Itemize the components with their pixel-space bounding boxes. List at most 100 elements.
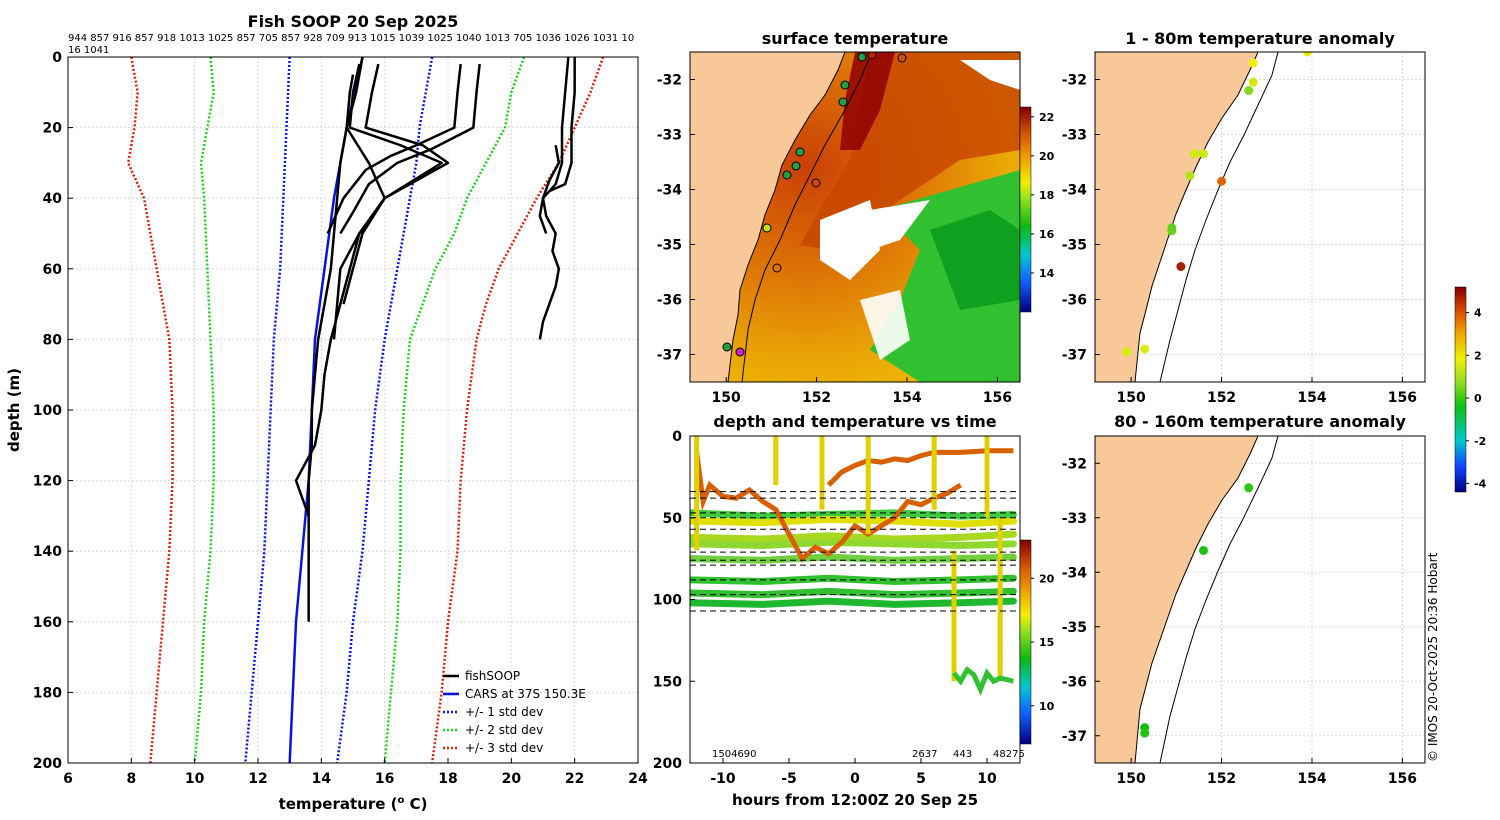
x-tick-label: 150 bbox=[1117, 390, 1146, 406]
anom1-title: 1 - 80m temperature anomaly bbox=[1125, 29, 1395, 48]
anom1-panel: 1 - 80m temperature anomaly 150 152 154 156… bbox=[1062, 29, 1426, 406]
colorbar-tick-label: 20 bbox=[1039, 572, 1055, 585]
coastline bbox=[1134, 52, 1259, 382]
y-tick-label: -37 bbox=[657, 348, 682, 364]
anomaly-point bbox=[1140, 344, 1150, 354]
y-tick-label: -32 bbox=[1062, 73, 1087, 89]
coastline bbox=[727, 52, 846, 382]
x-tick-label: 152 bbox=[1207, 390, 1236, 406]
x-tick-label: 150 bbox=[712, 390, 741, 406]
x-tick-label: 154 bbox=[1297, 771, 1326, 787]
anomaly-point bbox=[1176, 262, 1186, 271]
x-tick-label: 10 bbox=[977, 771, 997, 787]
anomaly-colorbar bbox=[1454, 286, 1467, 493]
profile-series bbox=[126, 57, 605, 763]
x-tick-label: 156 bbox=[983, 390, 1012, 406]
y-tick-label: 0 bbox=[52, 50, 62, 66]
sst-ticks: 150 152 154 156 -32 -33 -34 -35 -36 -37 bbox=[657, 73, 1012, 407]
x-tick-label: 20 bbox=[502, 771, 522, 787]
profile-ylabel: depth (m) bbox=[5, 368, 23, 452]
anom1-map bbox=[1095, 52, 1312, 382]
y-tick-label: -34 bbox=[1062, 565, 1088, 581]
anomaly-point bbox=[1302, 52, 1312, 57]
x-tick-label: 12 bbox=[248, 771, 267, 787]
colorbar-tick-label: -4 bbox=[1474, 477, 1487, 490]
depthtime-title: depth and temperature vs time bbox=[713, 412, 996, 431]
x-tick-label: 24 bbox=[628, 771, 648, 787]
x-tick-label: 22 bbox=[565, 771, 584, 787]
depthtime-panel: depth and temperature vs time -10 -5 0 5 100… bbox=[653, 412, 1055, 809]
cloud-mask bbox=[870, 200, 930, 250]
y-tick-label: 200 bbox=[653, 756, 682, 772]
hot-core-region bbox=[840, 52, 895, 150]
y-tick-label: -32 bbox=[657, 73, 682, 89]
anomaly-point bbox=[1185, 171, 1195, 181]
y-tick-label: -34 bbox=[657, 183, 683, 199]
x-tick-label: -5 bbox=[781, 771, 797, 787]
y-tick-label: 50 bbox=[663, 511, 683, 527]
x-tick-label: 154 bbox=[1297, 390, 1326, 406]
colorbar-tick-label: 18 bbox=[1039, 189, 1054, 202]
profile-top-labels-2: 16 1041 bbox=[68, 45, 109, 56]
shelf-contour bbox=[741, 52, 873, 382]
colorbar-tick-label: 10 bbox=[1039, 700, 1055, 713]
y-tick-label: -34 bbox=[1062, 183, 1088, 199]
y-tick-label: -33 bbox=[1062, 511, 1087, 527]
x-tick-label: 152 bbox=[802, 390, 831, 406]
cold-water-region bbox=[930, 210, 1020, 310]
depth-track bbox=[694, 452, 962, 563]
legend-item-cars: CARS at 37S 150.3E bbox=[465, 687, 586, 701]
anom2-panel: 80 - 160m temperature anomaly 150 152 154 1… bbox=[1062, 412, 1426, 787]
legend-item-1std: +/- 1 std dev bbox=[465, 705, 543, 719]
y-tick-label: 120 bbox=[33, 474, 62, 490]
shelf-contour bbox=[1159, 436, 1279, 763]
y-tick-label: -35 bbox=[657, 238, 682, 254]
x-tick-label: 6 bbox=[63, 771, 73, 787]
profile-ticks: 6 8 10 12 14 16 18 20 22 24 0 20 40 60 80 100 120 140 160 1… bbox=[33, 50, 648, 787]
land-mask bbox=[690, 52, 845, 382]
x-tick-label: 18 bbox=[438, 771, 457, 787]
depthtime-xlabel: hours from 12:00Z 20 Sep 25 bbox=[732, 791, 978, 809]
depth-track bbox=[690, 597, 1017, 608]
y-tick-label: -33 bbox=[1062, 128, 1087, 144]
land-mask bbox=[1095, 436, 1258, 763]
sst-map bbox=[690, 52, 1020, 382]
y-tick-label: -37 bbox=[1062, 729, 1087, 745]
fishsoop-profile bbox=[307, 57, 364, 622]
anomaly-point bbox=[1248, 58, 1258, 68]
colorbar-tick-label: 2 bbox=[1474, 349, 1482, 362]
anomaly-point bbox=[1217, 176, 1227, 186]
y-tick-label: 100 bbox=[653, 593, 682, 609]
anomaly-point bbox=[1189, 149, 1199, 159]
legend-item-fishsoop: fishSOOP bbox=[465, 669, 520, 683]
y-tick-label: 140 bbox=[33, 544, 62, 560]
depthtime-series bbox=[690, 436, 1020, 696]
shelf-contour bbox=[1159, 52, 1279, 382]
x-tick-label: 156 bbox=[1388, 771, 1417, 787]
y-tick-label: 160 bbox=[33, 615, 62, 631]
profile-xlabel: temperature (o C) bbox=[279, 795, 428, 813]
anom2-points bbox=[1140, 483, 1254, 738]
anom1-axes-box bbox=[1094, 51, 1426, 383]
warm-current-region bbox=[800, 52, 1020, 250]
anom2-axes-box bbox=[1094, 435, 1426, 764]
depth-track bbox=[952, 666, 1015, 696]
anom2-title: 80 - 160m temperature anomaly bbox=[1114, 412, 1406, 431]
anomaly-point bbox=[1122, 347, 1132, 357]
x-tick-label: 8 bbox=[126, 771, 136, 787]
sst-colorbar bbox=[1019, 106, 1032, 313]
colorbar-tick-label: 16 bbox=[1039, 228, 1055, 241]
fishsoop-profile bbox=[538, 145, 561, 340]
fishsoop-profile bbox=[342, 63, 443, 305]
x-tick-label: 150 bbox=[1117, 771, 1146, 787]
footer-credit: © IMOS 20-Oct-2025 20:36 Hobart bbox=[1426, 552, 1440, 762]
fishsoop-profile bbox=[548, 57, 576, 193]
anomaly-point bbox=[1244, 86, 1254, 95]
fishsoop-profile bbox=[294, 63, 450, 517]
depth-track bbox=[690, 530, 1017, 543]
anomaly-point bbox=[1198, 149, 1208, 159]
colorbar-tick-label: 4 bbox=[1474, 307, 1482, 320]
y-tick-label: 80 bbox=[43, 332, 63, 348]
y-tick-label: -35 bbox=[1062, 620, 1087, 636]
